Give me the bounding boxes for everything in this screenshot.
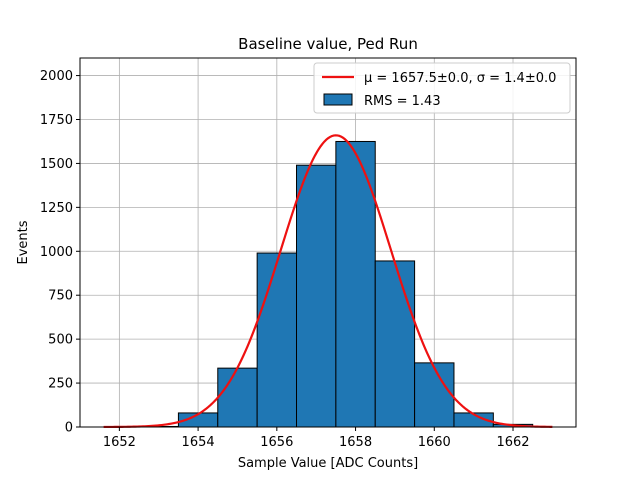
legend: μ = 1657.5±0.0, σ = 1.4±0.0 RMS = 1.43: [313, 62, 571, 114]
gaussian-fit: [103, 134, 553, 429]
y-tick-label: 750: [48, 289, 73, 304]
histogram-bar: [296, 164, 337, 428]
y-tick-label: 250: [48, 377, 73, 392]
y-tick-label: 2000: [40, 69, 73, 84]
legend-box: [313, 62, 571, 114]
histogram-bars: [138, 140, 534, 428]
x-axis-ticks: 1652 1654 1656 1658 1660 1662: [103, 427, 530, 450]
histogram-bar: [256, 252, 298, 428]
histogram-bar: [414, 362, 455, 428]
fit-curve-line: [103, 134, 553, 429]
x-tick-label: 1652: [103, 435, 136, 450]
legend-bar-swatch: [323, 93, 353, 106]
y-axis-label: Events: [16, 220, 31, 264]
x-tick-label: 1662: [496, 435, 529, 450]
histogram-bar: [374, 260, 416, 428]
legend-rms-label: RMS = 1.43: [364, 94, 441, 109]
x-axis-label: Sample Value [ADC Counts]: [238, 456, 418, 471]
y-axis-ticks: 0 250 500 750 1000 1250 1500 1750 2000: [40, 69, 80, 436]
legend-fit-label: μ = 1657.5±0.0, σ = 1.4±0.0: [364, 71, 556, 86]
chart-title: Baseline value, Ped Run: [238, 35, 418, 53]
x-tick-label: 1660: [418, 435, 451, 450]
y-tick-label: 1500: [40, 157, 73, 172]
histogram-bar: [217, 367, 258, 428]
plot-frame: [79, 57, 577, 428]
x-tick-label: 1654: [182, 435, 215, 450]
x-tick-label: 1658: [339, 435, 372, 450]
y-tick-label: 500: [48, 333, 73, 348]
histogram-bar: [335, 140, 376, 428]
y-tick-label: 1000: [40, 245, 73, 260]
y-tick-label: 0: [65, 421, 73, 436]
y-tick-label: 1250: [40, 201, 73, 216]
y-tick-label: 1750: [40, 113, 73, 128]
x-tick-label: 1656: [260, 435, 293, 450]
